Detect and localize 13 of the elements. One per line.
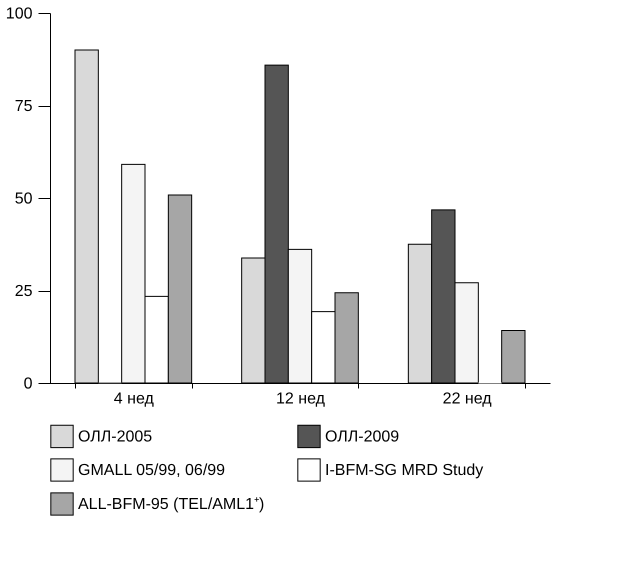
legend-label: I-BFM-SG MRD Study: [325, 462, 484, 479]
x-tick-label: 22 нед: [442, 390, 492, 408]
y-tick-label: 25: [14, 283, 33, 300]
legend-label: ALL-BFM-95 (TEL/AML1⁺): [78, 496, 264, 513]
y-tick-label: 75: [14, 98, 33, 115]
legend-label: ОЛЛ-2005: [78, 428, 152, 446]
legend-label: GMALL 05/99, 06/99: [78, 462, 226, 479]
y-tick-label: 0: [24, 376, 33, 392]
y-tick-label: 50: [14, 190, 33, 208]
x-tick-label: 4 нед: [114, 390, 155, 408]
y-tick-label: 100: [6, 6, 33, 22]
legend-label: ОЛЛ-2009: [325, 428, 400, 446]
x-tick-label: 12 нед: [276, 390, 326, 408]
